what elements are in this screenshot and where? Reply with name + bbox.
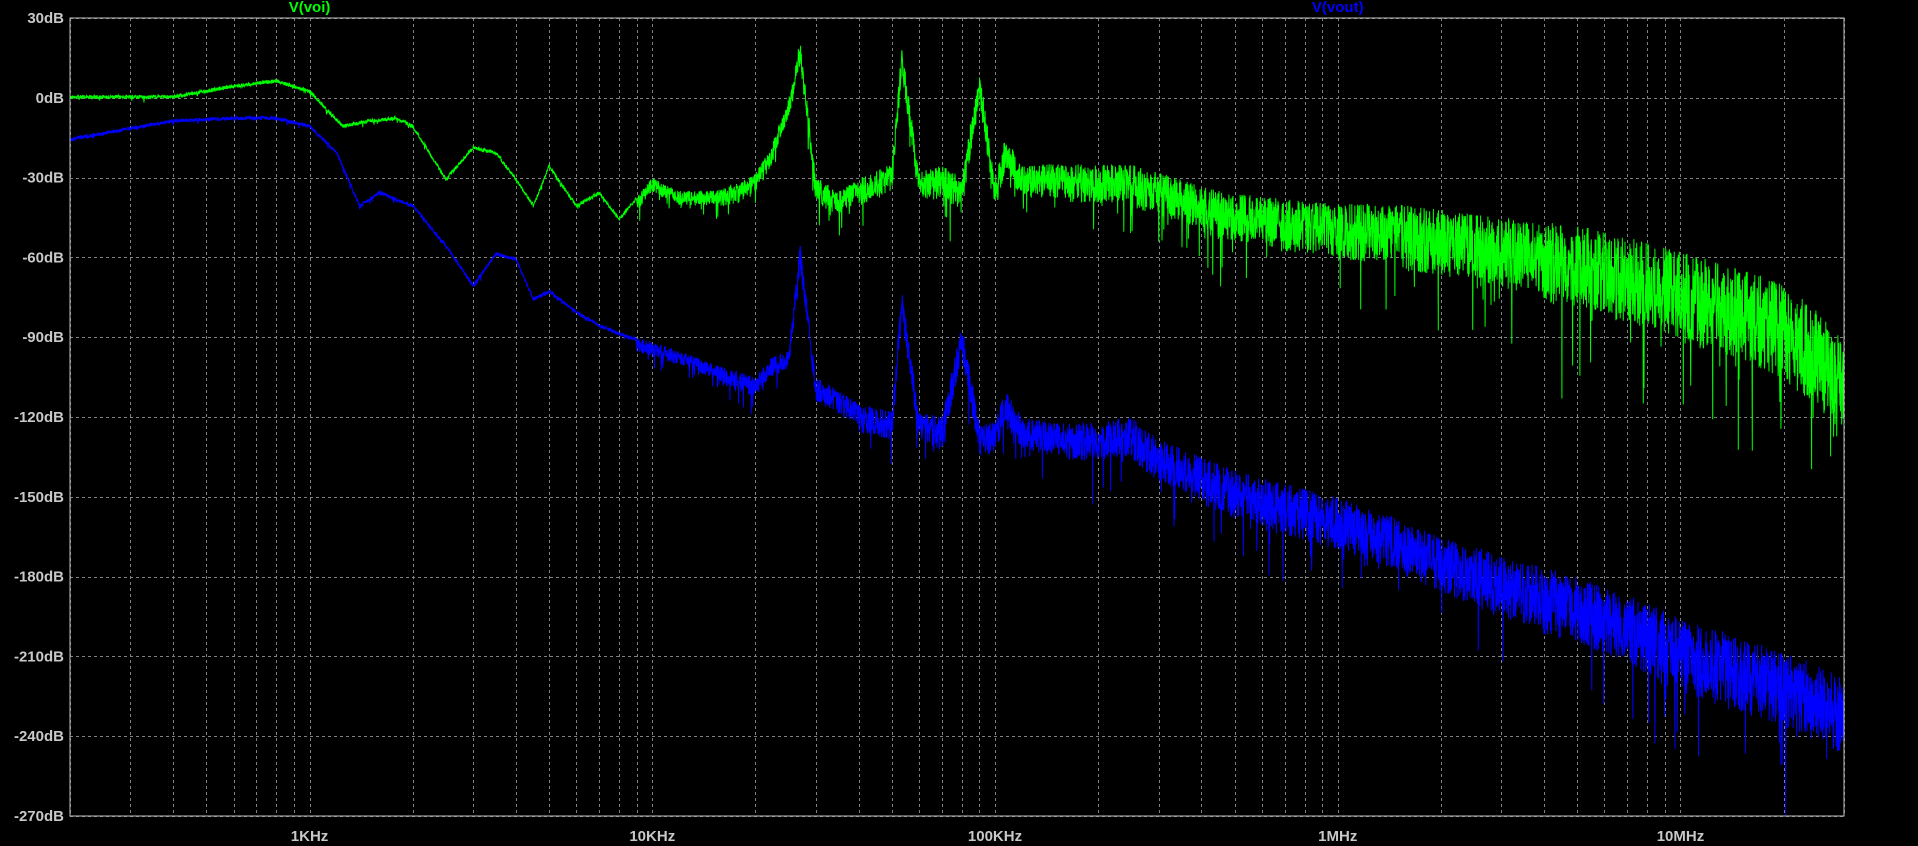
legend: V(voi) V(vout) (289, 0, 1364, 16)
y-tick-label: -30dB (22, 170, 64, 187)
y-tick-label: -120dB (14, 409, 64, 426)
x-axis: 1KHz 10KHz 100KHz 1MHz 10MHz (291, 828, 1704, 845)
trace-vvoi (69, 45, 1845, 470)
y-tick-label: 0dB (36, 90, 65, 107)
y-tick-label: -270dB (14, 808, 64, 825)
legend-entry: V(vout) (1312, 0, 1364, 16)
legend-entry: V(voi) (289, 0, 331, 16)
plot-frame (69, 17, 1845, 817)
y-tick-label: -90dB (22, 329, 64, 346)
x-tick-label: 1MHz (1318, 828, 1357, 845)
y-tick-label: -60dB (22, 249, 64, 266)
y-axis: 30dB 0dB -30dB -60dB -90dB -120dB -150dB -180dB… (14, 10, 64, 825)
x-tick-label: 10MHz (1657, 828, 1705, 845)
y-tick-label: -210dB (14, 648, 64, 665)
y-tick-label: -180dB (14, 569, 64, 586)
x-tick-label: 1KHz (291, 828, 329, 845)
grid-lines (70, 18, 1845, 817)
x-tick-label: 100KHz (968, 828, 1022, 845)
y-tick-label: -150dB (14, 489, 64, 506)
y-tick-label: -240dB (14, 728, 64, 745)
traces (69, 45, 1845, 816)
y-tick-label: 30dB (27, 10, 64, 27)
trace-vvout (69, 114, 1845, 816)
x-tick-label: 10KHz (629, 828, 675, 845)
